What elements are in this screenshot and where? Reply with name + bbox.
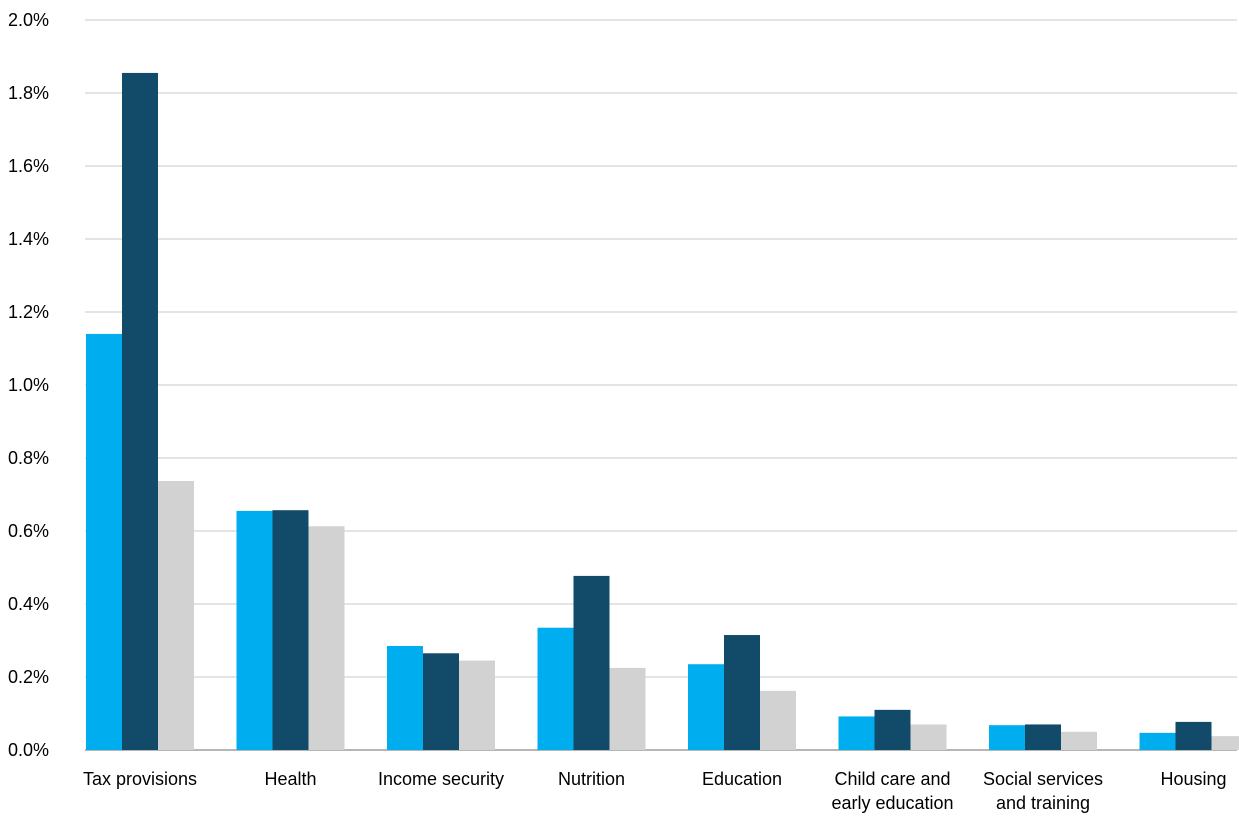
bars xyxy=(86,73,1239,750)
y-tick-label: 0.6% xyxy=(8,521,49,541)
bar xyxy=(724,635,760,750)
x-category-label-line: Child care and xyxy=(834,769,950,789)
y-tick-label: 1.4% xyxy=(8,229,49,249)
y-tick-label: 0.0% xyxy=(8,740,49,760)
bar xyxy=(158,481,194,750)
bar xyxy=(459,661,495,750)
x-category-label-line: early education xyxy=(831,793,953,813)
bar xyxy=(273,510,309,750)
x-category-label: Nutrition xyxy=(558,769,625,789)
x-category-label: Income security xyxy=(378,769,504,789)
x-category-label-line: Income security xyxy=(378,769,504,789)
y-tick-label: 1.0% xyxy=(8,375,49,395)
bar xyxy=(610,668,646,750)
x-category-label: Health xyxy=(264,769,316,789)
y-tick-label: 0.4% xyxy=(8,594,49,614)
bar xyxy=(911,724,947,750)
x-category-label: Education xyxy=(702,769,782,789)
x-category-label-line: Health xyxy=(264,769,316,789)
x-category-label: Child care and early education xyxy=(831,769,953,813)
bar xyxy=(86,334,122,750)
bar xyxy=(688,664,724,750)
bar xyxy=(1140,733,1176,750)
x-category-label: Housing xyxy=(1160,769,1226,789)
x-category-label: Tax provisions xyxy=(83,769,197,789)
bar xyxy=(1061,732,1097,750)
bar xyxy=(237,511,273,750)
y-tick-label: 1.2% xyxy=(8,302,49,322)
bar xyxy=(538,628,574,750)
bar xyxy=(989,725,1025,750)
x-category-label-line: Social services xyxy=(983,769,1103,789)
x-category-label: Social services and training xyxy=(983,769,1103,813)
bar xyxy=(309,526,345,750)
bar xyxy=(122,73,158,750)
x-category-label-line: Tax provisions xyxy=(83,769,197,789)
bar xyxy=(387,646,423,750)
x-category-label-line: Nutrition xyxy=(558,769,625,789)
bar xyxy=(1176,722,1212,750)
bar xyxy=(423,653,459,750)
y-tick-label: 0.2% xyxy=(8,667,49,687)
x-category-label-line: Education xyxy=(702,769,782,789)
y-axis-tick-labels: 0.0% 0.2% 0.4% 0.6% 0.8% 1.0% 1.2% 1.4% 1.6% 1.8%… xyxy=(8,10,49,760)
bar xyxy=(1212,736,1239,750)
bar xyxy=(875,710,911,750)
bar xyxy=(1025,724,1061,750)
bar xyxy=(574,576,610,750)
y-tick-label: 2.0% xyxy=(8,10,49,30)
bar xyxy=(839,716,875,750)
y-tick-label: 1.6% xyxy=(8,156,49,176)
y-tick-label: 0.8% xyxy=(8,448,49,468)
x-category-label-line: and training xyxy=(996,793,1090,813)
y-tick-label: 1.8% xyxy=(8,83,49,103)
x-axis-category-labels: Tax provisions Health Income security Nutri… xyxy=(83,769,1227,813)
x-category-label-line: Housing xyxy=(1160,769,1226,789)
bar xyxy=(760,691,796,750)
